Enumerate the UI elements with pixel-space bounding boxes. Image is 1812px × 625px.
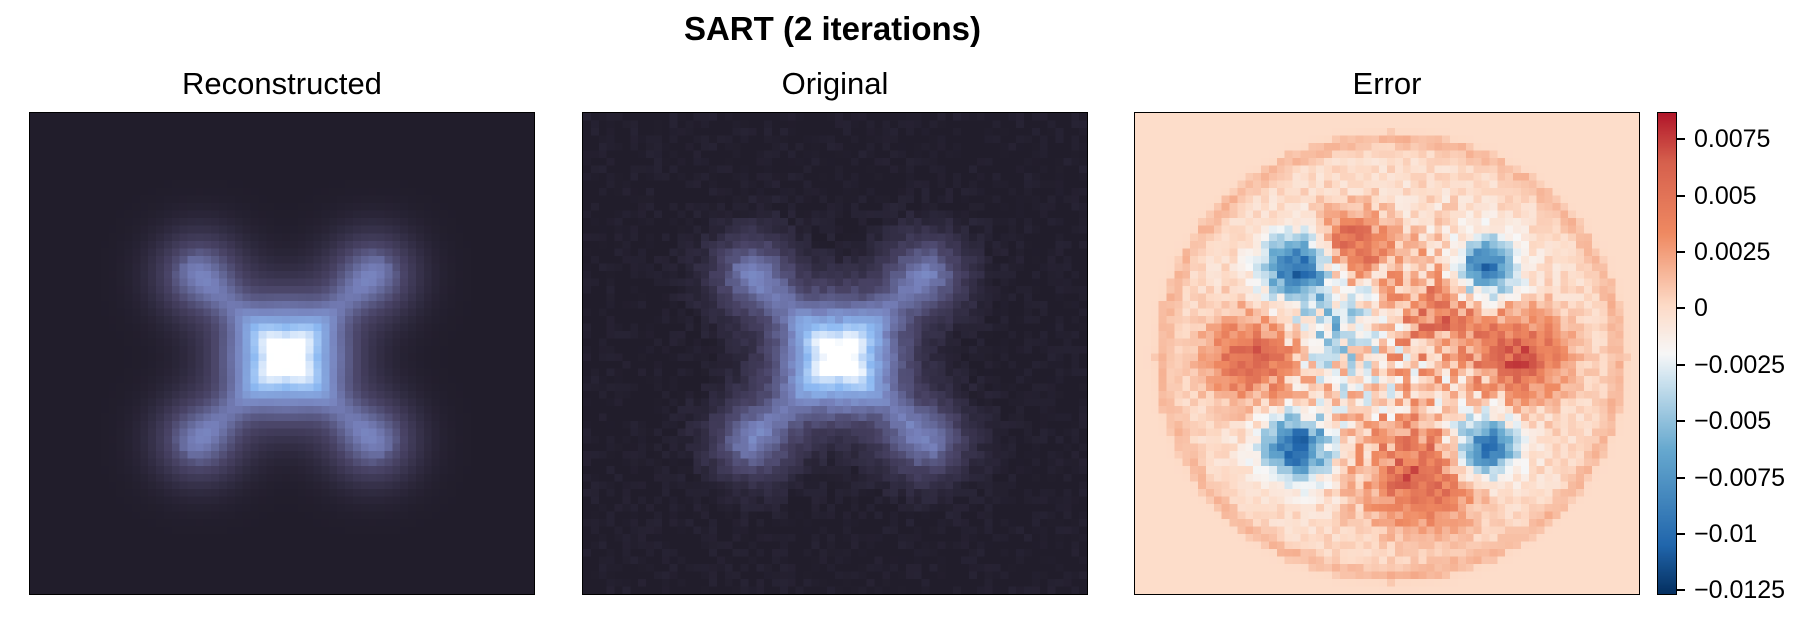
original-heatmap [583,113,1087,594]
colorbar-tick-mark [1677,138,1685,141]
colorbar-tick-mark [1677,589,1685,592]
colorbar-tick-label: −0.0125 [1694,576,1786,605]
figure-suptitle: SART (2 iterations) [683,10,982,47]
original-image-panel [582,112,1088,595]
colorbar-tick-label: 0.005 [1694,181,1757,210]
error-image-panel [1134,112,1640,595]
colorbar-tick-mark [1677,363,1685,366]
colorbar-tick-label: −0.01 [1694,520,1758,549]
colorbar-gradient [1658,113,1676,594]
colorbar-tick-label: 0.0075 [1694,125,1771,154]
colorbar-tick-mark [1677,307,1685,310]
colorbar-tick-label: 0.0025 [1694,237,1771,266]
colorbar-tick-label: −0.005 [1694,407,1772,436]
panel-title-reconstructed: Reconstructed [182,66,382,101]
panel-title-original: Original [781,66,889,101]
colorbar-tick-label: −0.0025 [1694,350,1786,379]
colorbar [1657,112,1677,595]
colorbar-tick-label: −0.0075 [1694,463,1786,492]
colorbar-tick-mark [1677,476,1685,479]
colorbar-tick-label: 0 [1694,294,1708,323]
colorbar-tick-mark [1677,194,1685,197]
panel-title-error: Error [1352,66,1422,101]
reconstructed-heatmap [30,113,534,594]
colorbar-tick-mark [1677,250,1685,253]
colorbar-tick-mark [1677,420,1685,423]
reconstructed-image-panel [29,112,535,595]
colorbar-tick-mark [1677,533,1685,536]
error-heatmap [1135,113,1639,594]
